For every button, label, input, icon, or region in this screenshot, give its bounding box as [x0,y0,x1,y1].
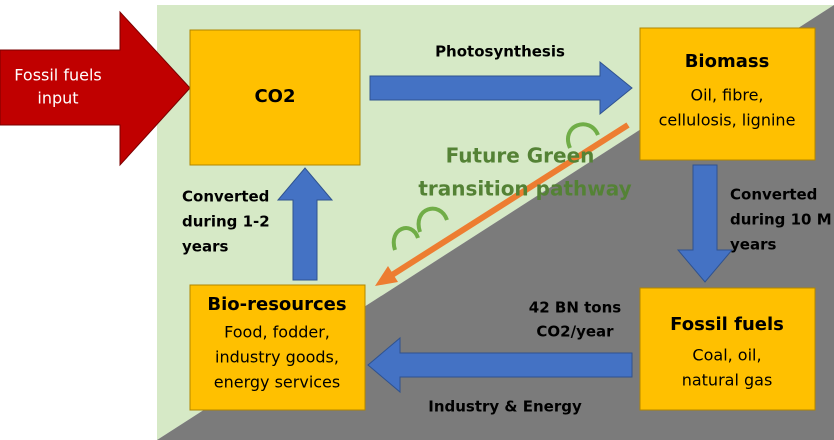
edge-label: years [730,236,776,254]
node-title: Fossil fuels [670,314,784,335]
arrow [369,60,633,116]
pathway-arrowhead [375,266,398,286]
edge-label: Converted [730,186,817,204]
pathway-label: Future Green [446,144,595,168]
arrow [276,167,334,281]
edge-label: during 10 M [730,211,832,229]
node-box [639,287,816,411]
arrow [367,336,633,394]
input-arrow [0,10,191,167]
node-text: Oil, fibre, [690,86,763,105]
node-text: cellulosis, lignine [659,111,796,130]
input-label: Fossil fuels [14,66,101,85]
edge-label: Photosynthesis [435,43,565,61]
input-label: input [37,89,78,108]
edge-label: years [182,238,228,256]
edge-label: during 1-2 [182,213,270,231]
node-text: natural gas [682,371,773,390]
node-text: industry goods, [215,348,339,367]
node-box [189,284,366,411]
edge-label: Industry & Energy [428,398,582,416]
node-text: Coal, oil, [692,346,761,365]
node-text: Food, fodder, [224,323,330,342]
node-title: Bio-resources [207,294,346,315]
node-box [639,27,816,161]
loop-arrows [391,122,600,251]
arrow [676,164,734,283]
node-title: Biomass [685,51,770,72]
edge-label: Converted [182,188,269,206]
edge-label: CO2/year [536,323,614,341]
pathway-label: transition pathway [418,177,631,201]
node-text: energy services [214,373,340,392]
node-title: CO2 [254,86,295,107]
pathway-arrow [390,122,630,278]
node-box [189,29,361,166]
edge-label: 42 BN tons [529,299,621,317]
